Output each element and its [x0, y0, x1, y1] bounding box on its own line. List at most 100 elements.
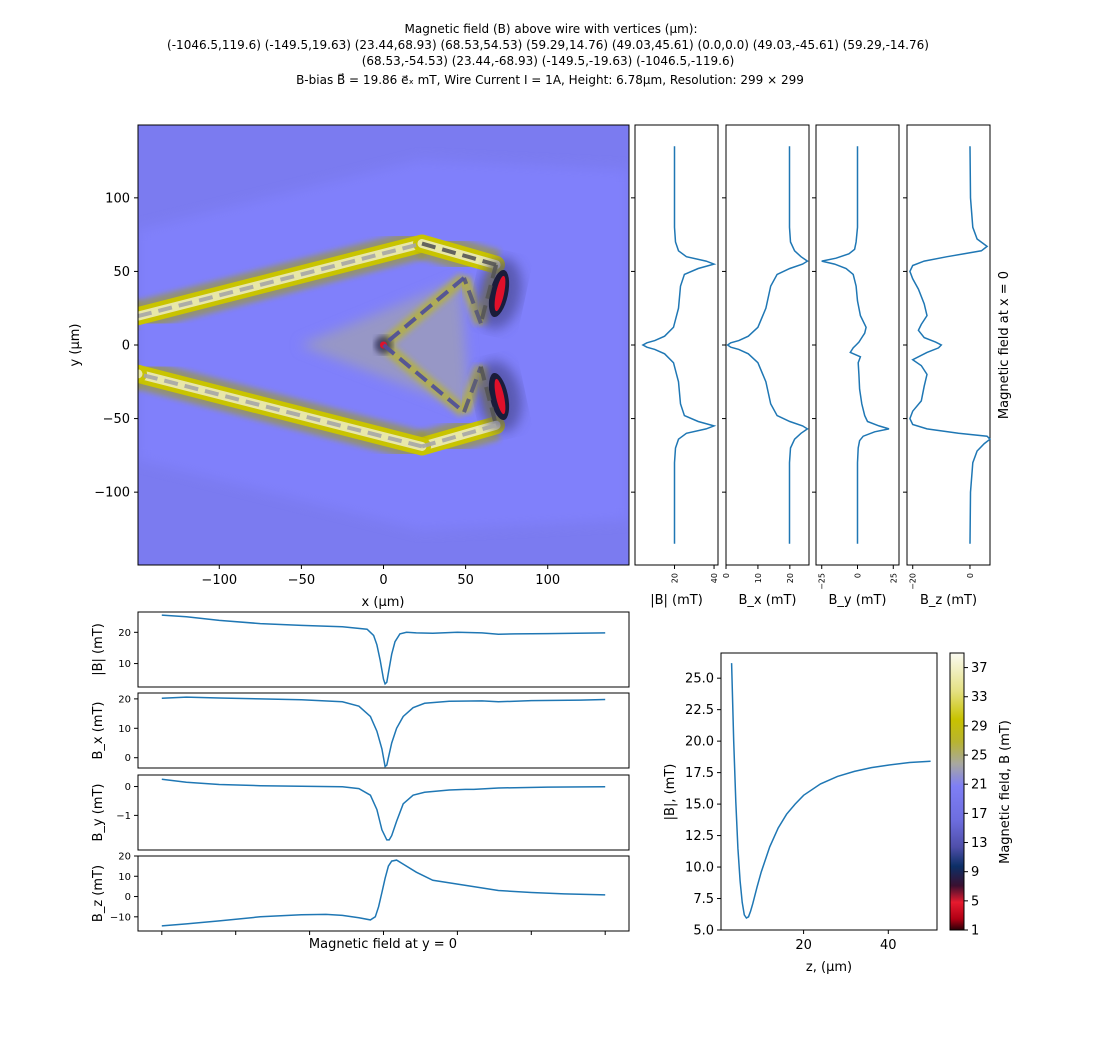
colorbar-tick-label: 37: [971, 661, 988, 676]
colorbar-tick-label: 17: [971, 807, 988, 822]
hot-spot-group: [374, 257, 522, 433]
x0-panel-frame: [906, 124, 991, 566]
colorbar-tick-label: 25: [971, 749, 988, 764]
x0-panel-Bz: −20 0 B_z (mT): [903, 124, 992, 608]
height-ytick-label: 7.5: [693, 892, 714, 907]
wire-segment: [421, 241, 497, 267]
y0-panel-By: −1 0 B_y (mT): [91, 774, 630, 851]
field-map-xlabel: x (μm): [362, 595, 405, 610]
x0-curve-By: [821, 146, 890, 544]
colorbar-tick-label: 9: [971, 865, 979, 880]
colorbar-tick-label: 33: [971, 690, 988, 705]
field-map-panel: −100 −50 0 50 100 −100 −50 0 50 100 x (μm) y (μm): [68, 124, 630, 610]
x0-panel-xlabel: B_z (mT): [920, 593, 977, 608]
y0-panel-Bx: 0 10 20 B_x (mT): [91, 692, 630, 769]
height-profile-panel: z, (μm) |B|, (mT) 20 40 5.0 7.5 10.0 12.5 15.0…: [663, 652, 938, 975]
wire-segment: [462, 277, 483, 324]
height-ytick-label: 5.0: [693, 924, 714, 939]
y0-panel-ylabel: B_z (mT): [91, 865, 106, 922]
y0-curve-By: [161, 778, 606, 841]
colorbar-label: Magnetic field, B (mT): [998, 720, 1013, 864]
height-xtick-label: 20: [795, 938, 812, 953]
height-profile-ylabel: |B|, (mT): [663, 764, 678, 821]
y0-ytick-label: 10: [118, 659, 131, 670]
wire-segment: [138, 241, 423, 319]
y0-panel-Bz: −10 0 10 20 B_z (mT): [91, 852, 630, 935]
map-ytick-label: 0: [122, 339, 130, 354]
wire-segment: [382, 343, 466, 414]
map-xtick-label: 100: [535, 573, 560, 588]
x0-curve-Bx: [726, 146, 809, 544]
wire-segment: [478, 366, 498, 426]
colorbar-tick-label: 1: [971, 924, 979, 939]
map-xtick-label: −50: [288, 573, 315, 588]
y0-panel-ylabel: B_x (mT): [91, 702, 106, 760]
x0-xtick-label: 0: [722, 573, 731, 578]
colorbar-tick-label: 29: [971, 719, 988, 734]
map-ytick-label: 100: [105, 191, 130, 206]
colorbar-tick-label: 5: [971, 894, 979, 909]
title-line-3: (68.53,-54.53) (23.44,-68.93) (-149.5,-1…: [362, 54, 735, 68]
title-line-2: (-1046.5,119.6) (-149.5,19.63) (23.44,68…: [167, 38, 929, 52]
y0-curve-Bx: [161, 696, 606, 768]
height-ytick-label: 17.5: [685, 766, 714, 781]
map-ytick-label: −50: [103, 412, 130, 427]
height-xtick-label: 40: [880, 938, 897, 953]
y0-profile-caption: Magnetic field at y = 0: [309, 937, 457, 952]
map-xtick-label: 50: [457, 573, 474, 588]
figure-title: Magnetic field (B) above wire with verti…: [167, 22, 929, 87]
x0-curve-Bz: [909, 146, 992, 544]
colorbar-tick-label: 13: [971, 836, 988, 851]
title-line-1: Magnetic field (B) above wire with verti…: [404, 22, 697, 36]
x0-profile-panels: 20 40|B| (mT)0 10 20B_x (mT)−25 0 25B_y (mT)−…: [631, 124, 992, 608]
title-line-4: B-bias B⃗ = 19.86 e⃗ₓ mT, Wire Current I…: [296, 73, 804, 87]
y0-ytick-label: 20: [118, 852, 131, 863]
x0-panel-xlabel: B_y (mT): [829, 593, 887, 608]
colorbar: Magnetic field, B (mT) 1 5 9 13 17 21 25 29 33 37: [949, 652, 1013, 939]
x0-panel-frame: [634, 124, 719, 566]
field-map-image: [138, 125, 629, 565]
colorbar-frame: [949, 652, 965, 931]
wire-segment: [382, 276, 466, 347]
y0-panel-absB: 10 20 |B| (mT): [91, 611, 630, 688]
colorbar-gradient: [950, 653, 964, 930]
x0-xtick-label: 0: [854, 573, 863, 578]
height-profile-frame: [720, 652, 938, 931]
x0-profile-caption: Magnetic field at x = 0: [997, 271, 1012, 419]
x0-panel-xlabel: B_x (mT): [739, 593, 797, 608]
x0-xtick-label: −20: [909, 573, 918, 590]
x0-xtick-label: 40: [710, 573, 719, 583]
wire-segment: [138, 371, 423, 449]
hot-spot-core: [494, 275, 506, 312]
y0-ytick-label: 10: [118, 872, 131, 883]
height-ytick-label: 10.0: [685, 861, 714, 876]
y0-ytick-label: 20: [118, 694, 131, 705]
height-curve: [730, 663, 931, 919]
x0-xtick-label: 10: [754, 573, 763, 583]
x0-xtick-label: 0: [966, 573, 975, 578]
map-ytick-label: −100: [94, 486, 130, 501]
y0-ytick-label: 0: [125, 782, 131, 793]
wire-segment: [478, 264, 498, 324]
y0-panel-frame: [137, 774, 630, 851]
height-ytick-label: 15.0: [685, 798, 714, 813]
x0-xtick-label: 20: [671, 573, 680, 583]
field-map-ticks: −100 −50 0 50 100 −100 −50 0 50 100: [94, 191, 560, 588]
y0-panel-frame: [137, 611, 630, 688]
field-map-ylabel: y (μm): [68, 324, 83, 367]
x0-panel-By: −25 0 25B_y (mT): [812, 124, 900, 608]
y0-ytick-label: 0: [125, 753, 131, 764]
x0-xtick-label: 25: [889, 573, 898, 583]
wire-path-group: [138, 241, 498, 449]
map-xtick-label: −100: [201, 573, 237, 588]
height-ytick-label: 22.5: [685, 703, 714, 718]
height-profile-xlabel: z, (μm): [806, 960, 852, 975]
hot-spot-core: [494, 378, 506, 415]
y0-panel-ylabel: B_y (mT): [91, 784, 106, 842]
x0-xtick-label: 20: [786, 573, 795, 583]
x0-panel-absB: 20 40 |B| (mT): [631, 124, 719, 608]
y0-curve-absB: [161, 614, 606, 686]
y0-ytick-label: 20: [118, 628, 131, 639]
